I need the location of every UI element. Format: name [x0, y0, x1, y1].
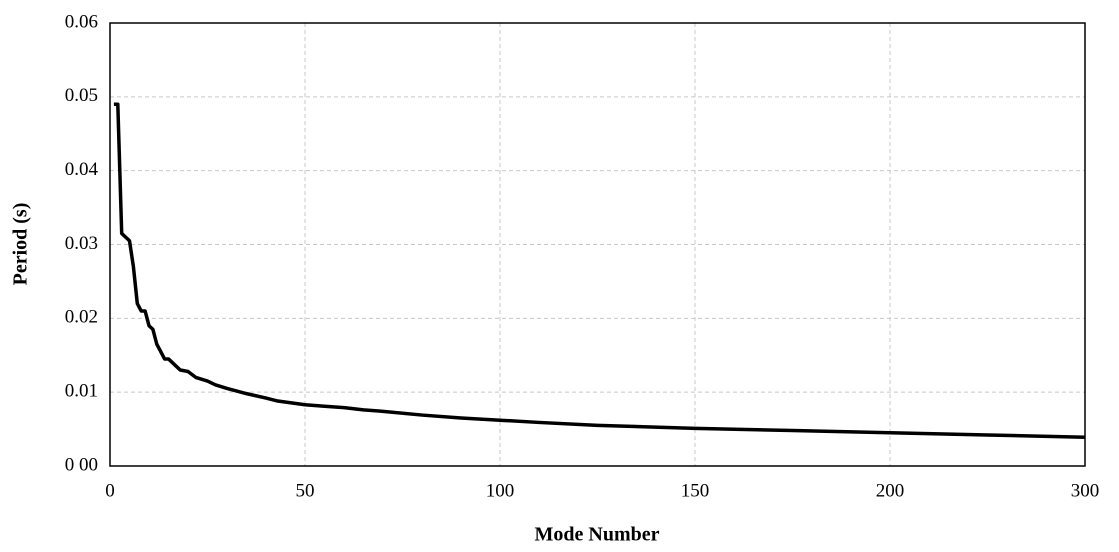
- y-tick-label: 0.03: [65, 233, 98, 254]
- y-tick-label: 0.01: [65, 381, 98, 402]
- y-tick-label: 0.04: [65, 159, 99, 180]
- y-axis-title: Period (s): [10, 203, 32, 286]
- y-tick-label: 0.06: [65, 11, 98, 32]
- x-tick-label: 100: [486, 480, 515, 501]
- plot-frame: [109, 22, 1086, 467]
- x-tick-label: 50: [296, 480, 315, 501]
- x-tick-label: 0: [105, 480, 115, 501]
- data-line: [113, 102, 1086, 439]
- x-tick-label: 200: [876, 480, 905, 501]
- y-tick-label: 0.05: [65, 85, 98, 106]
- y-tick-label: 0 00: [65, 454, 98, 475]
- y-tick-label: 0.02: [65, 307, 98, 328]
- x-axis-title: Mode Number: [535, 524, 660, 546]
- x-tick-label: 300: [1071, 480, 1100, 501]
- x-tick-label: 150: [681, 480, 710, 501]
